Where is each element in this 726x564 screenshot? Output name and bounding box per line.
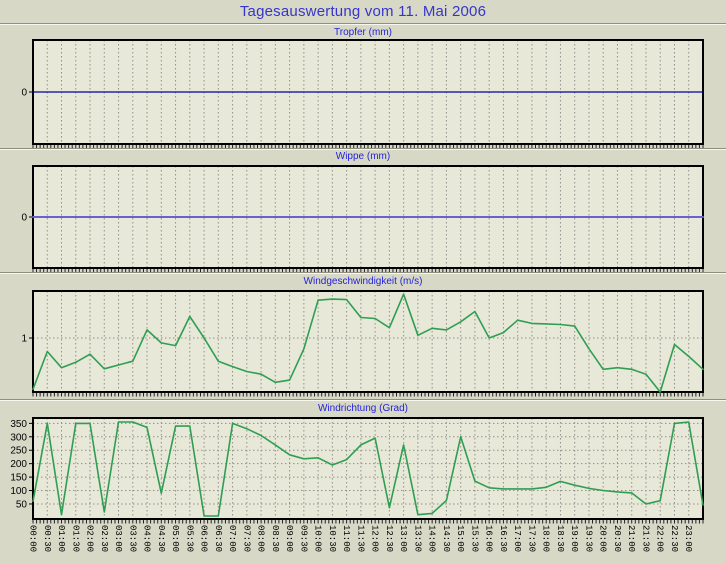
x-tick-label: 06:30 (213, 525, 223, 552)
y-tick-label: 300 (10, 432, 27, 443)
x-tick-label: 21:30 (641, 525, 651, 552)
x-tick-label: 19:00 (569, 525, 579, 552)
x-tick-label: 05:30 (184, 525, 194, 552)
y-tick-label: 0 (21, 88, 27, 99)
y-tick-label: 50 (16, 499, 28, 510)
divider (0, 148, 726, 150)
chart-windrichtung-plot: 50 100 150 200 250 300 350 00:00 00:30 01:00 01:30… (10, 417, 704, 552)
page-title: Tagesauswertung vom 11. Mai 2006 (239, 3, 487, 20)
divider (0, 272, 726, 274)
x-tick-label: 00:00 (28, 525, 38, 552)
x-tick-label: 17:00 (512, 525, 522, 552)
x-tick-label: 00:30 (42, 525, 52, 552)
y-tick-label: 250 (10, 446, 27, 457)
x-tick-label: 09:00 (284, 525, 294, 552)
x-tick-label: 19:30 (584, 525, 594, 552)
x-tick-label: 06:00 (199, 525, 209, 552)
x-tick-label: 21:00 (626, 525, 636, 552)
x-tick-label: 02:30 (99, 525, 109, 552)
x-tick-label: 22:00 (655, 525, 665, 552)
x-tick-label: 12:30 (384, 525, 394, 552)
data-line-windrichtung (32, 421, 704, 517)
chart-title-tropfer: Tropfer (mm) (334, 27, 392, 38)
x-tick-label: 01:30 (70, 525, 80, 552)
x-tick-label: 08:30 (270, 525, 280, 552)
x-tick-label: 14:00 (427, 525, 437, 552)
chart-tropfer-plot: 0 (21, 39, 704, 149)
divider (0, 23, 726, 25)
chart-title-windrichtung: Windrichtung (Grad) (317, 403, 409, 414)
x-tick-label: 23:00 (683, 525, 693, 552)
divider (0, 399, 726, 401)
x-tick-label: 02:00 (85, 525, 95, 552)
x-tick-label: 20:30 (612, 525, 622, 552)
x-tick-label: 11:30 (355, 525, 365, 552)
x-tick-label: 04:30 (156, 525, 166, 552)
x-tick-label: 08:00 (256, 525, 266, 552)
x-tick-label: 15:00 (455, 525, 465, 552)
y-tick-label: 350 (10, 419, 27, 430)
x-tick-label: 22:30 (669, 525, 679, 552)
x-tick-label: 05:00 (170, 525, 180, 552)
x-tick-label: 07:00 (227, 525, 237, 552)
x-tick-label: 13:00 (398, 525, 408, 552)
x-tick-label: 10:30 (327, 525, 337, 552)
x-tick-label: 10:00 (313, 525, 323, 552)
x-tick-label: 15:30 (469, 525, 479, 552)
y-tick-label: 100 (10, 486, 27, 497)
x-tick-label: 03:00 (113, 525, 123, 552)
chart-windgeschwindigkeit-plot: 1 (21, 290, 704, 397)
x-tick-label: 09:30 (298, 525, 308, 552)
data-line-windgeschwindigkeit (32, 293, 704, 393)
x-tick-label: 03:30 (127, 525, 137, 552)
y-tick-label: 200 (10, 459, 27, 470)
x-tick-label: 11:00 (341, 525, 351, 552)
x-tick-label: 16:00 (484, 525, 494, 552)
x-tick-label: 07:30 (241, 525, 251, 552)
x-tick-label: 20:00 (598, 525, 608, 552)
x-tick-label: 18:30 (555, 525, 565, 552)
chart-title-windgeschwindigkeit: Windgeschwindigkeit (m/s) (303, 276, 423, 287)
y-tick-label: 1 (21, 333, 27, 344)
x-tick-label: 12:00 (370, 525, 380, 552)
x-tick-label: 18:00 (541, 525, 551, 552)
x-tick-label: 13:30 (412, 525, 422, 552)
chart-title-wippe: Wippe (mm) (335, 151, 391, 162)
x-tick-label: 01:00 (56, 525, 66, 552)
x-tick-label: 14:30 (441, 525, 451, 552)
y-tick-label: 150 (10, 473, 27, 484)
y-tick-label: 0 (21, 213, 27, 224)
x-tick-label: 04:00 (142, 525, 152, 552)
x-tick-label: 16:30 (498, 525, 508, 552)
x-tick-label: 17:30 (526, 525, 536, 552)
chart-wippe-plot: 0 (21, 165, 704, 273)
